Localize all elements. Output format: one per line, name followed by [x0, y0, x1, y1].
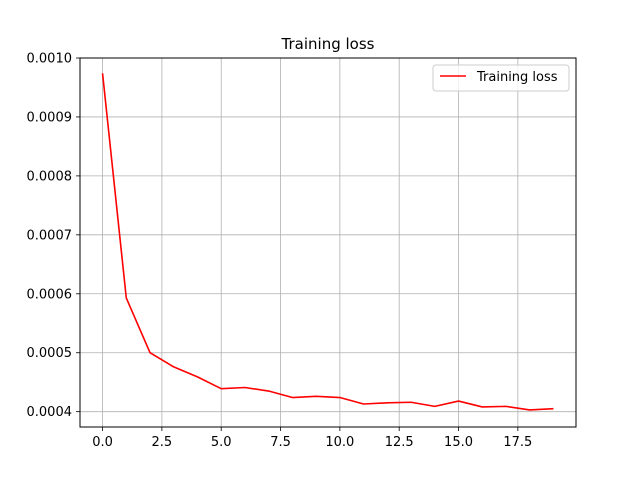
x-tick-label: 2.5 [152, 435, 173, 450]
y-tick-label: 0.0004 [27, 405, 73, 420]
chart-title: Training loss [281, 35, 375, 53]
x-tick-label: 12.5 [385, 435, 414, 450]
y-tick-label: 0.0008 [27, 169, 73, 184]
series-line [103, 73, 554, 410]
x-tick-label: 17.5 [503, 435, 532, 450]
plot-frame [80, 58, 576, 427]
x-tick-label: 15.0 [444, 435, 473, 450]
y-axis: 0.0004 0.0005 0.0006 0.0007 0.0008 0.0009 0.00… [27, 52, 81, 421]
y-tick-label: 0.0006 [27, 287, 73, 302]
x-tick-label: 10.0 [325, 435, 354, 450]
y-tick-label: 0.0005 [27, 346, 73, 361]
legend: Training loss [433, 65, 569, 91]
legend-label: Training loss [476, 70, 558, 85]
series-lines [103, 73, 554, 410]
grid-lines [80, 58, 576, 427]
y-tick-label: 0.0007 [27, 228, 73, 243]
x-tick-label: 5.0 [211, 435, 232, 450]
y-tick-label: 0.0010 [27, 52, 73, 67]
x-axis: 0.0 2.5 5.0 7.5 10.0 12.5 15.0 17.5 [92, 427, 532, 450]
x-tick-label: 0.0 [92, 435, 113, 450]
y-tick-label: 0.0009 [27, 110, 73, 125]
x-tick-label: 7.5 [270, 435, 291, 450]
